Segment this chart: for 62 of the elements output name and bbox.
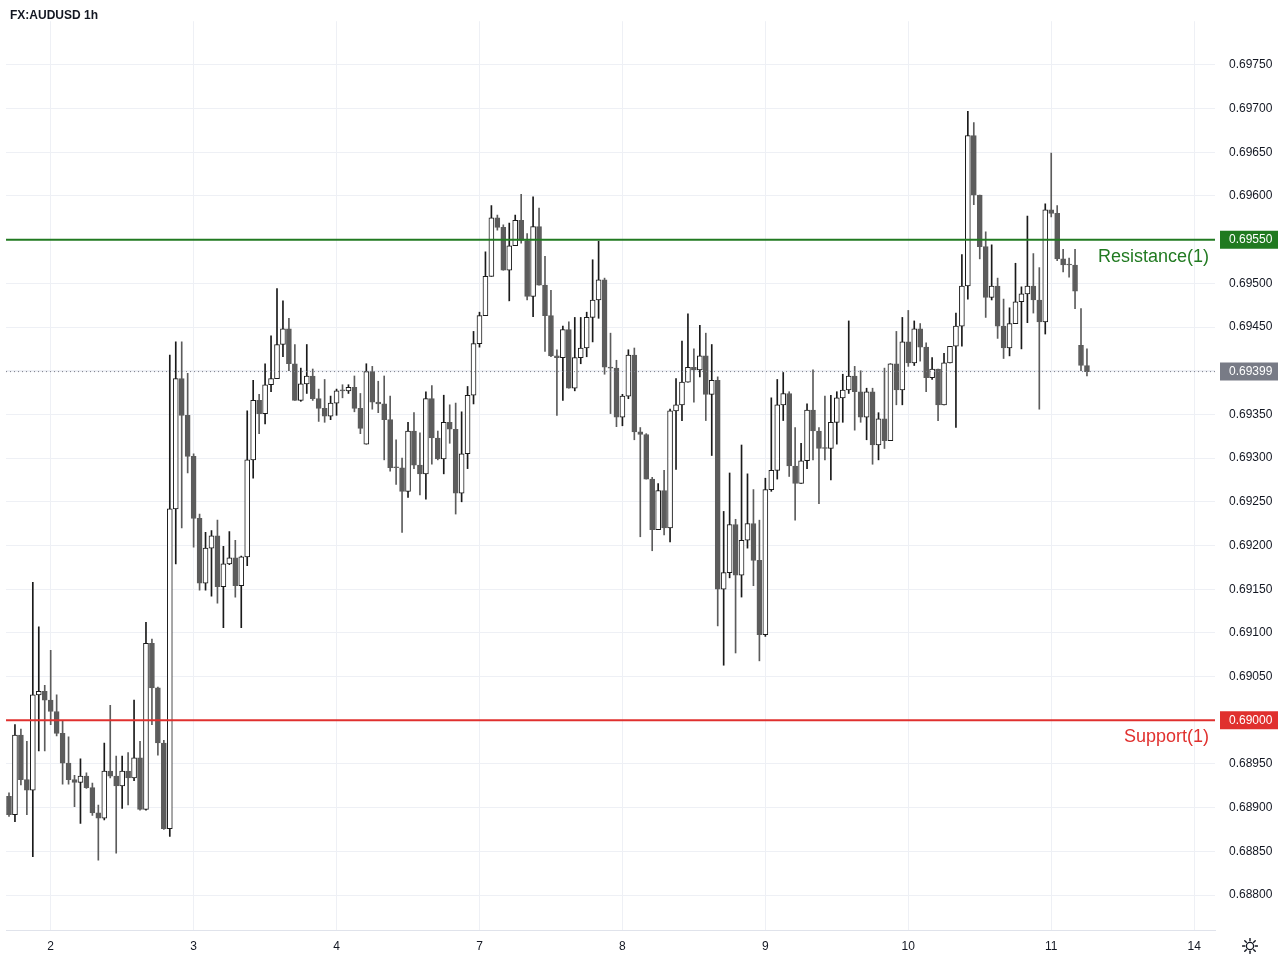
- candlestick: [381, 375, 388, 461]
- x-tick-label: 8: [619, 938, 627, 953]
- y-tick-label: 0.69600: [1229, 188, 1273, 203]
- candlestick: [113, 755, 120, 854]
- x-tick-label: 7: [476, 938, 484, 953]
- chart-title: FX:AUDUSD 1h: [10, 8, 99, 22]
- y-tick-label: 0.69200: [1229, 537, 1273, 552]
- candlestick: [24, 740, 30, 815]
- candlestick: [1048, 152, 1055, 218]
- candlestick: [792, 427, 798, 521]
- candlestick: [41, 684, 48, 752]
- y-tick-label: 0.68950: [1229, 756, 1273, 771]
- candlestick: [107, 705, 114, 779]
- y-tick-label: 0.69500: [1229, 275, 1273, 290]
- y-tick-label: 0.68850: [1229, 843, 1273, 858]
- y-tick-label: 0.69050: [1229, 668, 1273, 683]
- x-tick-label: 9: [762, 938, 770, 953]
- y-tick-label: 0.69700: [1229, 100, 1273, 115]
- y-tick-label: 0.69150: [1229, 581, 1273, 596]
- y-tick-label: 0.69300: [1229, 450, 1273, 465]
- x-tick-label: 11: [1044, 938, 1058, 953]
- y-tick-label: 0.69750: [1229, 57, 1273, 72]
- x-tick-label: 2: [47, 938, 55, 953]
- candlestick: [839, 373, 846, 423]
- ref-line-label: Support(1): [1123, 726, 1209, 747]
- x-tick-label: 10: [901, 938, 916, 953]
- candlestick: [1066, 257, 1072, 278]
- y-tick-label: 0.69250: [1229, 494, 1273, 509]
- candlestick: [178, 341, 185, 529]
- ref-line-label: Resistance(1): [1097, 245, 1209, 266]
- y-tick-label: 0.68800: [1229, 887, 1273, 902]
- candlestick: [47, 650, 54, 725]
- candlestick: [673, 378, 679, 470]
- candlestick: [1036, 267, 1043, 410]
- y-tick-label: 0.69350: [1229, 406, 1273, 421]
- y-tick-label: 0.68900: [1229, 799, 1273, 814]
- candlestick: [446, 404, 453, 444]
- x-tick-label: 4: [333, 938, 341, 953]
- candlestick: [768, 397, 775, 492]
- candlestick: [393, 439, 399, 485]
- y-tick-label: 0.69550: [1229, 231, 1273, 246]
- candlestick: [417, 432, 423, 496]
- candlestick: [816, 427, 822, 504]
- candlestick: [303, 344, 310, 394]
- x-tick-label: 3: [190, 938, 198, 953]
- candlestick: [845, 320, 852, 394]
- y-tick-label: 0.69650: [1229, 144, 1273, 159]
- candlestick: [810, 369, 816, 461]
- candlestick: [685, 313, 691, 383]
- candlestick: [708, 344, 715, 456]
- candlestick: [268, 335, 274, 393]
- candlestick: [35, 626, 42, 752]
- candlestick: [125, 752, 131, 806]
- y-tick-label: 0.69100: [1229, 625, 1273, 640]
- candlestick: [577, 317, 584, 365]
- x-tick-label: 14: [1187, 938, 1202, 953]
- candlestick: [780, 372, 787, 421]
- y-tick-label: 0.69000: [1229, 712, 1273, 727]
- y-tick-label: 0.69450: [1229, 319, 1273, 334]
- y-tick-label: 0.69399: [1229, 363, 1273, 378]
- candlestick: [554, 349, 560, 416]
- candlestick: [953, 312, 959, 428]
